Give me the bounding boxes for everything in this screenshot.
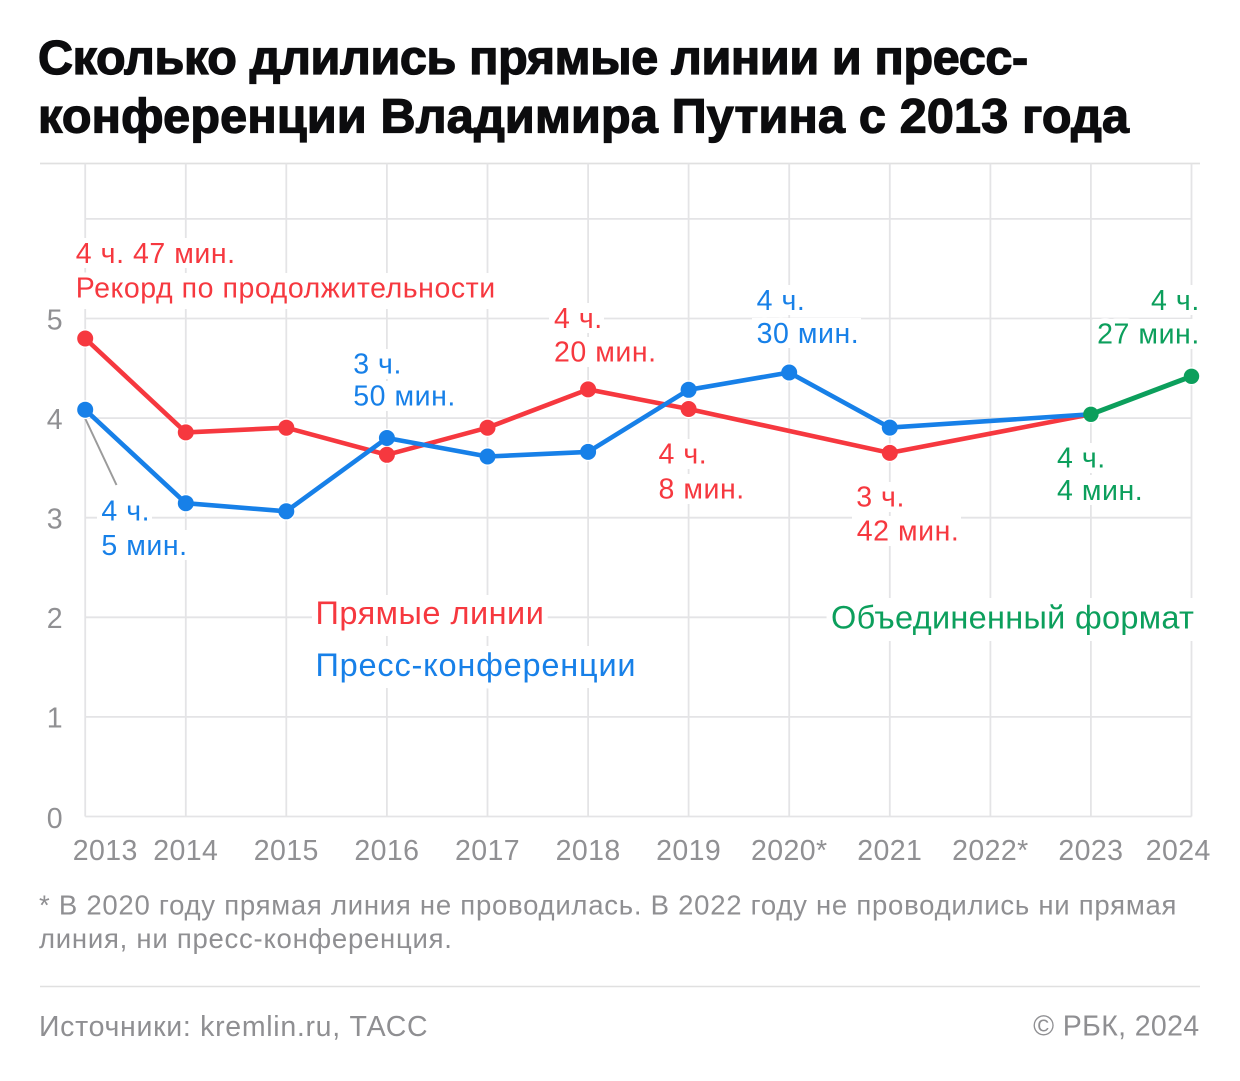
svg-text:Рекорд по продолжительности: Рекорд по продолжительности [76, 273, 496, 305]
svg-text:2023: 2023 [1058, 835, 1123, 867]
svg-text:Пресс-конференции: Пресс-конференции [316, 647, 637, 683]
svg-text:2: 2 [47, 603, 63, 635]
svg-text:4 ч.: 4 ч. [659, 439, 708, 471]
svg-text:2014: 2014 [153, 835, 218, 867]
svg-text:Объединенный формат: Объединенный формат [831, 600, 1194, 636]
svg-text:3 ч.: 3 ч. [856, 482, 905, 514]
svg-text:0: 0 [47, 803, 63, 835]
svg-text:5 мин.: 5 мин. [101, 530, 187, 562]
svg-text:Источники: kremlin.ru, ТАСС: Источники: kremlin.ru, ТАСС [39, 1011, 428, 1043]
svg-text:© РБК, 2024: © РБК, 2024 [1033, 1011, 1199, 1043]
svg-text:30 мин.: 30 мин. [757, 318, 860, 350]
svg-text:3 ч.: 3 ч. [353, 349, 402, 381]
svg-text:4 ч.: 4 ч. [101, 496, 150, 528]
svg-text:2013: 2013 [73, 835, 138, 867]
svg-text:4 ч.: 4 ч. [554, 303, 603, 335]
svg-text:4 ч.: 4 ч. [1057, 443, 1106, 475]
svg-text:3: 3 [47, 504, 63, 536]
svg-text:Сколько длились прямые линии и: Сколько длились прямые линии и пресс- [38, 31, 1028, 85]
svg-text:5: 5 [47, 305, 63, 337]
svg-text:2016: 2016 [354, 835, 419, 867]
svg-text:4 ч.: 4 ч. [1151, 285, 1200, 317]
svg-text:2022*: 2022* [952, 835, 1029, 867]
svg-text:42 мин.: 42 мин. [857, 516, 960, 548]
svg-text:* В 2020 году прямая линия не: * В 2020 году прямая линия не проводилас… [39, 890, 1177, 921]
svg-text:8 мин.: 8 мин. [659, 474, 745, 506]
svg-text:2024: 2024 [1146, 835, 1211, 867]
svg-text:2021: 2021 [857, 835, 922, 867]
svg-text:27 мин.: 27 мин. [1097, 319, 1200, 351]
svg-text:4 ч. 47 мин.: 4 ч. 47 мин. [76, 238, 236, 270]
svg-text:2015: 2015 [254, 835, 319, 867]
svg-text:2019: 2019 [656, 835, 721, 867]
svg-text:2017: 2017 [455, 835, 520, 867]
svg-text:2020*: 2020* [751, 835, 828, 867]
svg-text:Прямые линии: Прямые линии [316, 595, 545, 631]
svg-text:4 ч.: 4 ч. [757, 285, 806, 317]
svg-text:линия, ни пресс-конференция.: линия, ни пресс-конференция. [39, 923, 453, 954]
svg-text:50 мин.: 50 мин. [353, 381, 456, 413]
svg-text:4: 4 [47, 404, 63, 436]
svg-text:20 мин.: 20 мин. [554, 337, 657, 369]
svg-text:1: 1 [47, 703, 63, 735]
svg-text:2018: 2018 [556, 835, 621, 867]
svg-text:4 мин.: 4 мин. [1057, 475, 1143, 507]
svg-text:конференции Владимира Путина с: конференции Владимира Путина с 2013 года [38, 90, 1130, 144]
